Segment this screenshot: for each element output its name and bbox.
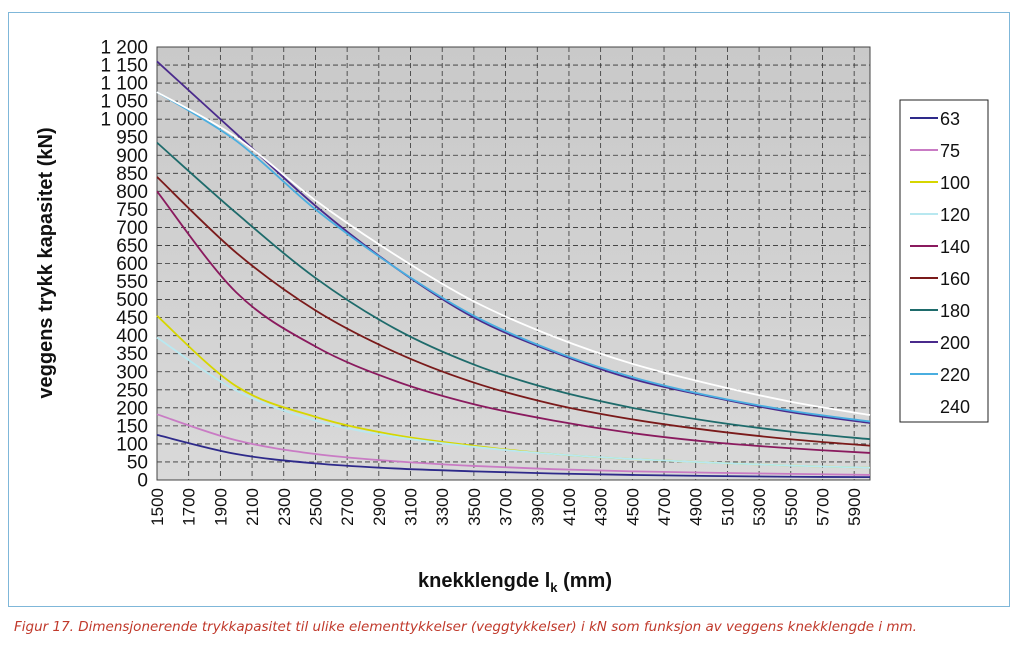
legend-label-63: 63: [940, 109, 960, 129]
y-tick-label: 1 200: [100, 38, 148, 59]
x-tick-label: 2100: [243, 488, 262, 526]
legend-label-200: 200: [940, 333, 970, 353]
y-axis-ticks: 0501001502002503003504004505005506006507…: [100, 38, 148, 492]
legend-label-140: 140: [940, 237, 970, 257]
x-tick-label: 4500: [623, 488, 642, 526]
legend-label-75: 75: [940, 141, 960, 161]
y-tick-label: 200: [116, 398, 148, 419]
x-tick-label: 3700: [497, 488, 516, 526]
y-tick-label: 1 000: [100, 110, 148, 131]
legend-label-160: 160: [940, 269, 970, 289]
y-tick-label: 100: [116, 434, 148, 455]
x-tick-label: 4900: [687, 488, 706, 526]
y-tick-label: 1 100: [100, 74, 148, 95]
x-tick-label: 2500: [306, 488, 325, 526]
y-tick-label: 250: [116, 380, 148, 401]
x-tick-label: 5900: [845, 488, 864, 526]
y-tick-label: 0: [137, 471, 148, 492]
legend-label-100: 100: [940, 173, 970, 193]
y-tick-label: 1 150: [100, 56, 148, 77]
y-tick-label: 500: [116, 290, 148, 311]
legend-label-180: 180: [940, 301, 970, 321]
y-tick-label: 1 050: [100, 92, 148, 113]
y-tick-label: 900: [116, 146, 148, 167]
y-tick-label: 400: [116, 326, 148, 347]
y-tick-label: 700: [116, 218, 148, 239]
y-tick-label: 300: [116, 362, 148, 383]
x-tick-label: 3100: [402, 488, 421, 526]
legend-label-220: 220: [940, 365, 970, 385]
y-axis-title: veggens trykk kapasitet (kN): [35, 127, 57, 398]
chart: 0501001502002503003504004505005506006507…: [0, 0, 1034, 610]
y-tick-label: 800: [116, 182, 148, 203]
x-tick-label: 3300: [433, 488, 452, 526]
figure-caption: Figur 17. Dimensjonerende trykkapasitet …: [14, 619, 917, 635]
x-tick-label: 2300: [275, 488, 294, 526]
x-axis-title: knekklengde lk (mm): [418, 570, 612, 595]
x-tick-label: 5500: [782, 488, 801, 526]
y-tick-label: 350: [116, 344, 148, 365]
y-tick-label: 750: [116, 200, 148, 221]
y-tick-label: 50: [127, 452, 148, 473]
y-tick-label: 550: [116, 272, 148, 293]
legend: 63 75 100 120 140 160 180 200 220 240: [900, 100, 988, 422]
x-tick-label: 3500: [465, 488, 484, 526]
y-tick-label: 950: [116, 128, 148, 149]
y-tick-label: 600: [116, 254, 148, 275]
y-tick-label: 150: [116, 416, 148, 437]
x-tick-label: 1700: [180, 488, 199, 526]
x-tick-label: 5100: [718, 488, 737, 526]
x-tick-label: 2700: [338, 488, 357, 526]
y-tick-label: 650: [116, 236, 148, 257]
legend-label-120: 120: [940, 205, 970, 225]
x-tick-label: 1900: [211, 488, 230, 526]
x-tick-label: 1500: [148, 488, 167, 526]
x-tick-label: 4100: [560, 488, 579, 526]
x-tick-label: 5300: [750, 488, 769, 526]
x-tick-label: 2900: [370, 488, 389, 526]
x-axis-ticks: 1500 1700 1900 2100 2300 2500 2700 2900 3100 3300…: [148, 488, 864, 526]
x-tick-label: 4700: [655, 488, 674, 526]
x-tick-label: 5700: [813, 488, 832, 526]
x-tick-label: 3900: [528, 488, 547, 526]
legend-label-240: 240: [940, 397, 970, 417]
y-tick-label: 850: [116, 164, 148, 185]
y-tick-label: 450: [116, 308, 148, 329]
x-tick-label: 4300: [592, 488, 611, 526]
